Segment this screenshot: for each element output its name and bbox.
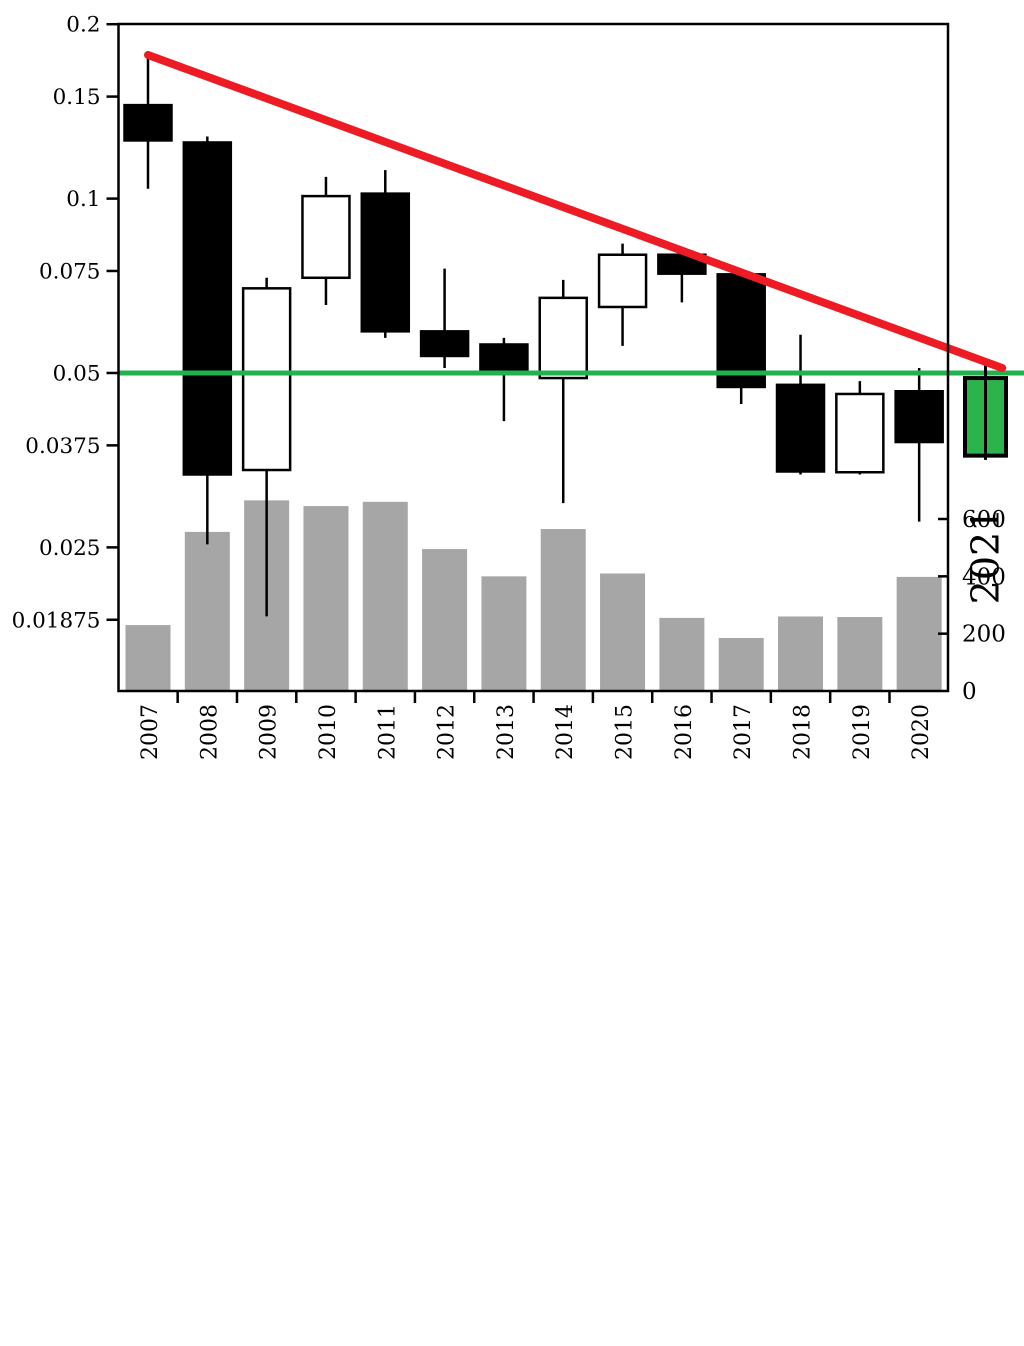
volume-bar [778, 616, 824, 691]
right-axis-tick-label: 0 [962, 679, 977, 705]
y-axis-tick-label: 0.075 [39, 259, 101, 284]
volume-bar [481, 576, 527, 691]
volume-bar [303, 506, 349, 691]
candle-body [479, 343, 529, 375]
volume-bar [600, 573, 646, 691]
candle-body [241, 287, 292, 472]
x-axis-year-label: 2007 [138, 704, 163, 760]
x-axis-year-label: 2018 [791, 704, 816, 760]
candle-body [597, 253, 648, 309]
x-axis-year-label: 2011 [375, 704, 400, 760]
volume-bar [422, 549, 468, 691]
y-axis-tick-label: 0.15 [53, 85, 101, 110]
right-axis-tick-label: 200 [962, 622, 1006, 648]
candle-body [716, 273, 766, 389]
x-axis-year-label: 2013 [494, 704, 519, 760]
x-axis-year-label: 2012 [435, 704, 460, 760]
year-2021-label: 2021 [964, 508, 1008, 605]
y-axis-tick-label: 0.1 [66, 187, 100, 212]
x-axis-year-label: 2020 [909, 704, 934, 760]
candle-body [301, 194, 351, 280]
volume-bar [896, 576, 942, 691]
y-axis-tick-label: 0.05 [53, 361, 101, 386]
x-axis-year-label: 2017 [731, 704, 756, 760]
volume-bar [837, 617, 883, 691]
y-axis-tick-label: 0.025 [39, 536, 101, 561]
y-axis-tick-label: 0.2 [66, 13, 100, 38]
candle-body [182, 141, 233, 476]
volume-bar [659, 617, 705, 691]
candle-body [775, 383, 826, 473]
volume-bar [125, 625, 171, 691]
candle-body [360, 192, 411, 333]
x-axis-year-label: 2019 [850, 704, 875, 760]
y-axis-tick-label: 0.0375 [25, 434, 100, 459]
candle-body [419, 330, 470, 358]
candle-body [538, 296, 588, 380]
x-axis-year-label: 2015 [613, 704, 638, 760]
candle-body [835, 392, 885, 474]
right-axis-tick-label: 400 [962, 564, 1006, 590]
y-axis-tick-label: 0.01875 [12, 608, 101, 633]
x-axis-year-label: 2008 [197, 704, 222, 760]
x-axis-year-label: 2014 [553, 704, 578, 760]
volume-bar [718, 637, 764, 691]
trendline [144, 50, 1007, 373]
volume-bar [184, 531, 230, 691]
candle-body [894, 389, 944, 444]
x-axis-year-label: 2010 [316, 704, 341, 760]
x-axis-year-label: 2009 [257, 704, 282, 760]
candle-body [123, 103, 173, 142]
x-axis-year-label: 2016 [672, 704, 697, 760]
volume-bar [540, 529, 586, 691]
right-axis-tick-label: 600 [962, 507, 1006, 533]
volume-bar [362, 501, 408, 691]
